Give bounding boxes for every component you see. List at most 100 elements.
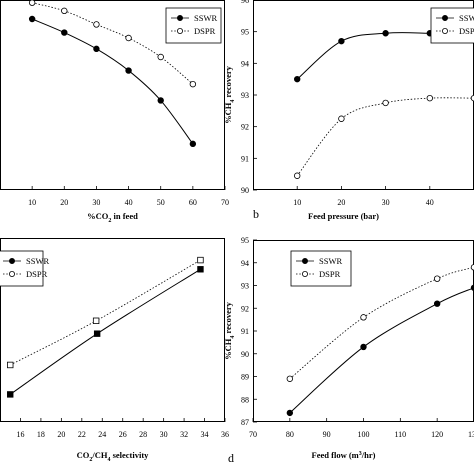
x-axis-label: CO2/CH4 selectivity: [77, 450, 150, 463]
x-tick-label: 40: [426, 198, 434, 207]
legend-box: [430, 7, 474, 44]
y-tick-label: 89: [241, 373, 249, 382]
series-line-dspr: [296, 97, 474, 176]
data-point-dspr: [197, 256, 204, 264]
legend-label: SSWR: [26, 256, 49, 266]
x-tick-label: 20: [60, 198, 68, 207]
x-tick-label: 80: [286, 430, 294, 439]
legend-box: [165, 7, 222, 44]
x-tick-label: 40: [125, 198, 133, 207]
x-axis-label: %CO2 in feed: [87, 211, 138, 224]
x-tick-label: 28: [139, 430, 147, 439]
data-point-sswr: [93, 330, 101, 337]
data-point-sswr: [7, 391, 14, 398]
y-tick-label: 95: [241, 236, 249, 245]
x-tick-label: 30: [382, 198, 390, 207]
data-point-sswr: [286, 409, 294, 417]
legend-label: SSWR: [194, 13, 217, 23]
data-point-dspr: [28, 0, 36, 6]
data-point-dspr: [294, 172, 301, 179]
panel-letter: b: [253, 207, 259, 221]
legend-swatch-marker: [441, 14, 448, 21]
data-point-dspr: [286, 375, 294, 382]
x-tick-label: 22: [78, 430, 86, 439]
series-line-sswr: [289, 287, 474, 414]
legend-label: DSPR: [26, 269, 48, 279]
y-tick-label: 93: [241, 282, 249, 291]
data-point-dspr: [470, 264, 474, 271]
y-axis-label: %CH4 recovery: [223, 301, 236, 360]
legend-swatch-marker: [301, 257, 308, 264]
data-point-dspr: [360, 314, 367, 321]
y-tick-label: 96: [241, 0, 249, 5]
data-point-dspr: [338, 115, 345, 122]
y-tick-label: 94: [241, 59, 249, 68]
data-point-sswr: [433, 300, 441, 307]
legend-swatch-marker: [8, 270, 15, 277]
plot-frame: [0, 0, 225, 190]
data-point-sswr: [157, 97, 164, 104]
data-point-dspr: [7, 361, 14, 369]
x-tick-label: 50: [157, 198, 165, 207]
x-tick-label: 90: [323, 430, 331, 439]
x-axis-label: Feed pressure (bar): [308, 211, 379, 221]
x-tick-label: 34: [201, 430, 209, 439]
y-tick-label: 90: [241, 350, 249, 359]
legend-swatch-marker: [8, 257, 15, 264]
y-tick-label: 92: [241, 304, 249, 313]
data-point-sswr: [382, 30, 389, 37]
x-tick-label: 30: [160, 430, 168, 439]
y-tick-label: 93: [241, 91, 249, 100]
legend-box: [290, 250, 352, 287]
data-point-dspr: [93, 21, 100, 28]
y-axis-label: %CH4 recovery: [223, 65, 236, 124]
x-axis-label: Feed flow (m3/hr): [312, 450, 376, 460]
chart-panel-1: 10 20 30 40 50 60 70 SSWR DSPR %CO2 in feed: [0, 0, 229, 224]
y-tick-label: 95: [241, 28, 249, 37]
data-point-sswr: [197, 266, 204, 273]
x-tick-label: 18: [37, 430, 45, 439]
data-point-dspr: [382, 99, 389, 107]
data-point-dspr: [125, 34, 132, 42]
x-tick-label: 20: [57, 430, 65, 439]
data-point-dspr: [189, 80, 197, 88]
legend-label: DSPR: [319, 269, 341, 279]
x-tick-label: 20: [337, 198, 345, 207]
y-tick-label: 91: [241, 327, 249, 336]
y-tick-label: 91: [241, 154, 249, 163]
data-point-sswr: [189, 140, 197, 148]
data-point-sswr: [338, 37, 345, 45]
legend-swatch-marker: [176, 14, 183, 21]
data-point-sswr: [28, 15, 36, 23]
y-tick-label: 88: [241, 395, 249, 404]
x-tick-label: 70: [221, 198, 229, 207]
chart-panel-4: 70 80 90 100 110 120 130 87 88 89 90 91 92 93 94 95 SSWR…: [223, 236, 474, 465]
x-tick-label: 10: [293, 198, 301, 207]
y-tick-label: 92: [241, 123, 249, 132]
x-tick-label: 100: [358, 430, 370, 439]
legend-label: DSPR: [459, 26, 474, 36]
x-tick-label: 120: [431, 430, 443, 439]
data-point-dspr: [433, 275, 441, 282]
x-tick-label: 110: [394, 430, 406, 439]
chart-panel-3: 16 18 20 22 24 26 28 30 32 34 36 SSWR DSPR CO2/CH4 se…: [0, 238, 229, 463]
chart-panel-2: 10 20 30 40 90 91 92 93 94 95 96 SSWR DSPR Feed press…: [223, 0, 474, 221]
y-tick-label: 87: [241, 418, 249, 427]
x-tick-label: 10: [28, 198, 36, 207]
y-tick-label: 90: [241, 186, 249, 195]
plot-frame: [253, 240, 474, 422]
x-tick-label: 36: [221, 430, 229, 439]
legend-swatch-marker: [176, 27, 183, 34]
x-tick-label: 26: [119, 430, 127, 439]
x-tick-label: 16: [16, 430, 24, 439]
panel-letter: d: [228, 451, 234, 465]
data-point-sswr: [125, 67, 132, 74]
data-point-dspr: [426, 94, 433, 102]
series-line-sswr: [9, 268, 201, 395]
data-point-sswr: [93, 45, 100, 53]
series-line-dspr: [289, 266, 474, 380]
y-tick-label: 94: [241, 259, 249, 268]
data-point-sswr: [360, 343, 367, 351]
x-tick-label: 24: [98, 430, 106, 439]
